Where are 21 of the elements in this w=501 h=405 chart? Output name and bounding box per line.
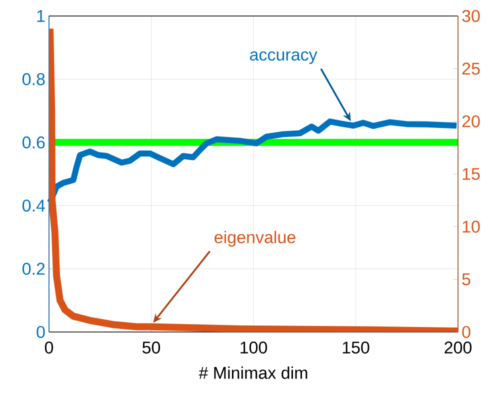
y2-tick-label: 25 [462,62,480,75]
y2-tick-label: 10 [462,220,480,233]
text: accuracy [250,51,318,64]
text: eigenvalue [214,230,296,247]
y-tick-label: 0.8 [22,73,45,86]
x-tick-label: 150 [342,342,370,354]
y-tick-label: 0.6 [22,136,45,148]
y-tick-label: 0.2 [22,262,45,275]
y-tick-label: 1 [37,10,45,22]
y-tick-label: 0 [36,326,45,338]
y2-tick-label: 30 [462,10,480,22]
y2-tick-label: 15 [462,168,480,180]
x-tick-label: 0 [44,342,54,354]
x-tick-label: 100 [240,342,268,354]
x-tick-label: 200 [444,342,472,354]
x-axis-title: # Minimax dim [198,366,308,379]
y2-tick-label: 20 [462,115,480,128]
y2-tick-label: 5 [462,273,470,286]
y2-tick-label: 0 [462,326,470,338]
y-tick-label: 0.4 [22,200,45,212]
x-tick-label: 50 [142,342,160,354]
